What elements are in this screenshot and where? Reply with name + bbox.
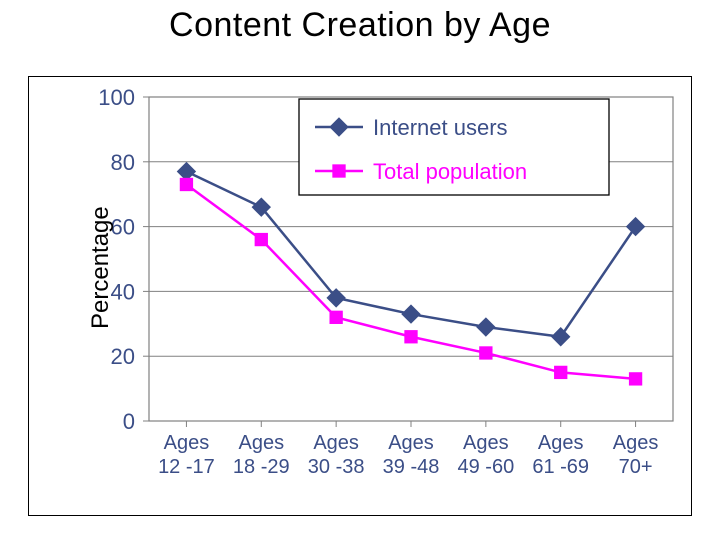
svg-text:Ages: Ages <box>538 432 584 454</box>
svg-text:Ages: Ages <box>463 432 509 454</box>
svg-text:80: 80 <box>111 150 135 175</box>
svg-text:61 -69: 61 -69 <box>532 456 589 478</box>
page-title: Content Creation by Age <box>0 0 720 45</box>
svg-text:Internet users: Internet users <box>373 115 508 140</box>
svg-text:Ages: Ages <box>313 432 359 454</box>
svg-text:100: 100 <box>98 85 135 110</box>
svg-text:0: 0 <box>123 409 135 434</box>
svg-text:70+: 70+ <box>619 456 653 478</box>
chart-svg: 020406080100Ages12 -17Ages18 -29Ages30 -… <box>29 77 691 515</box>
svg-text:49 -60: 49 -60 <box>457 456 514 478</box>
svg-text:Ages: Ages <box>613 432 659 454</box>
svg-text:39 -48: 39 -48 <box>383 456 440 478</box>
svg-text:30 -38: 30 -38 <box>308 456 365 478</box>
y-axis-label: Percentage <box>87 206 115 329</box>
svg-text:Ages: Ages <box>388 432 434 454</box>
svg-text:18 -29: 18 -29 <box>233 456 290 478</box>
svg-text:20: 20 <box>111 344 135 369</box>
svg-text:Ages: Ages <box>238 432 284 454</box>
chart-frame: 020406080100Ages12 -17Ages18 -29Ages30 -… <box>28 76 692 516</box>
page: Content Creation by Age 020406080100Ages… <box>0 0 720 540</box>
svg-text:Total population: Total population <box>373 159 527 184</box>
svg-text:Ages: Ages <box>164 432 210 454</box>
svg-text:12 -17: 12 -17 <box>158 456 215 478</box>
